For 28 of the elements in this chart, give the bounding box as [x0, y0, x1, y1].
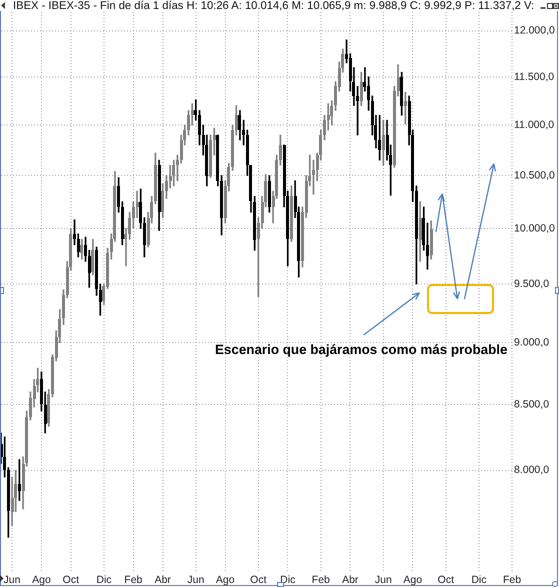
x-tick-label: Feb: [312, 574, 330, 586]
x-tick-label: Oct: [62, 574, 80, 586]
x-tick-label: Feb: [502, 574, 522, 586]
y-tick-label: 10.000,0: [514, 222, 556, 234]
x-tick-label: Oct: [438, 574, 454, 586]
y-tick-label: 10.500,0: [514, 169, 556, 182]
x-tick-label: Ago: [216, 574, 235, 586]
x-tick-label: Dic: [96, 574, 112, 586]
y-tick-label: 8.500,0: [514, 398, 550, 410]
x-tick-label: Feb: [124, 574, 143, 586]
x-tick-label: Ago: [403, 574, 422, 586]
y-tick-label: 11.500,0: [514, 70, 554, 83]
x-tick-label: Dic: [471, 574, 486, 586]
annotation: Escenario que bajáramos como más probable: [215, 342, 508, 358]
x-tick-label: Jun: [187, 574, 204, 586]
x-tick-label: Abr: [342, 574, 359, 586]
y-tick-label: 9.500,0: [514, 278, 550, 290]
candlestick: [136, 190, 139, 218]
y-tick-label: 8.000,0: [514, 464, 550, 476]
chart-title: IBEX - IBEX-35 - Fin de día 1 días H: 10:26 A: 10.014,6 M: 10.065,9 m: 9.988,9 C: 9.992,9 P: 11.337,2 V:: [13, 0, 534, 12]
y-tick-label: 9.000,0: [514, 336, 550, 348]
x-tick-label: Jun: [374, 574, 392, 586]
x-tick-label: Ago: [32, 574, 51, 586]
y-tick-label: 12.000,0: [514, 24, 556, 37]
x-tick-label: Jun: [4, 574, 21, 586]
x-tick-label: Abr: [154, 574, 172, 586]
y-tick-label: 11.000,0: [514, 119, 554, 131]
x-tick-label: Oct: [250, 574, 267, 586]
